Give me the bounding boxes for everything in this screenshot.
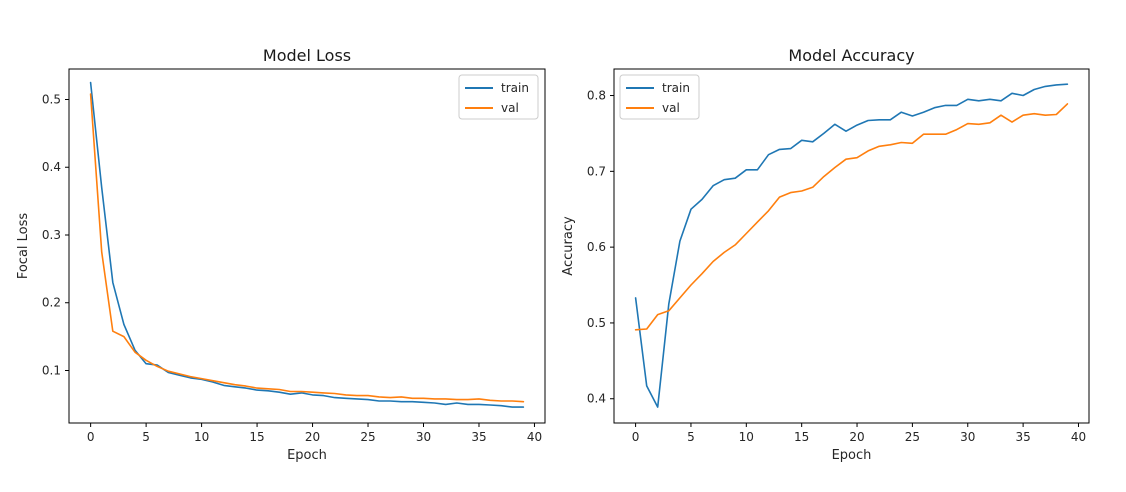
series-line-train bbox=[634, 83, 1069, 408]
x-tick-label: 25 bbox=[360, 430, 375, 444]
x-tick-label: 25 bbox=[905, 430, 920, 444]
x-tick-label: 0 bbox=[87, 430, 95, 444]
x-tick-label: 35 bbox=[471, 430, 486, 444]
series-line-val bbox=[89, 93, 525, 403]
legend: train val bbox=[458, 74, 539, 120]
chart-1: Model Loss 0 5 10 15 20 25 30 35 40 0.1 0.2 0.3 0.4 0.… bbox=[16, 46, 546, 463]
legend: train val bbox=[619, 74, 700, 120]
chart-title: Model Accuracy bbox=[788, 46, 914, 65]
y-tick-label: 0.2 bbox=[42, 296, 61, 310]
plot-frame bbox=[68, 68, 546, 424]
x-tick-label: 20 bbox=[305, 430, 320, 444]
legend-label-val: val bbox=[662, 101, 680, 115]
y-tick-label: 0.6 bbox=[587, 240, 606, 254]
y-tick-label: 0.4 bbox=[42, 160, 61, 174]
legend-label-train: train bbox=[501, 81, 529, 95]
legend-label-val: val bbox=[501, 101, 519, 115]
x-tick-label: 5 bbox=[687, 430, 695, 444]
y-tick-label: 0.5 bbox=[587, 316, 606, 330]
plot-frame bbox=[613, 68, 1090, 424]
y-tick-label: 0.4 bbox=[587, 392, 606, 406]
x-tick-label: 20 bbox=[849, 430, 864, 444]
y-tick-label: 0.7 bbox=[587, 164, 606, 178]
x-tick-label: 15 bbox=[249, 430, 264, 444]
x-tick-label: 35 bbox=[1015, 430, 1030, 444]
x-axis-label: Epoch bbox=[287, 448, 327, 463]
x-tick-label: 30 bbox=[416, 430, 431, 444]
y-tick-label: 0.1 bbox=[42, 363, 61, 377]
x-tick-label: 0 bbox=[632, 430, 640, 444]
x-tick-label: 40 bbox=[1071, 430, 1086, 444]
chart-2: Model Accuracy 0 5 10 15 20 25 30 35 40 0.4 0.5 0.6 0… bbox=[561, 46, 1090, 463]
series-line-val bbox=[634, 103, 1069, 331]
y-tick-label: 0.8 bbox=[587, 89, 606, 103]
x-tick-label: 40 bbox=[527, 430, 542, 444]
x-tick-label: 15 bbox=[794, 430, 809, 444]
x-tick-label: 30 bbox=[960, 430, 975, 444]
x-tick-label: 10 bbox=[194, 430, 209, 444]
series-line-train bbox=[89, 81, 525, 408]
y-tick-label: 0.5 bbox=[42, 92, 61, 106]
x-tick-label: 10 bbox=[739, 430, 754, 444]
y-tick-label: 0.3 bbox=[42, 228, 61, 242]
x-tick-label: 5 bbox=[142, 430, 150, 444]
legend-label-train: train bbox=[662, 81, 690, 95]
chart-title: Model Loss bbox=[263, 46, 351, 65]
y-axis-label: Focal Loss bbox=[16, 213, 31, 280]
x-axis-label: Epoch bbox=[832, 448, 872, 463]
y-axis-label: Accuracy bbox=[561, 216, 576, 276]
